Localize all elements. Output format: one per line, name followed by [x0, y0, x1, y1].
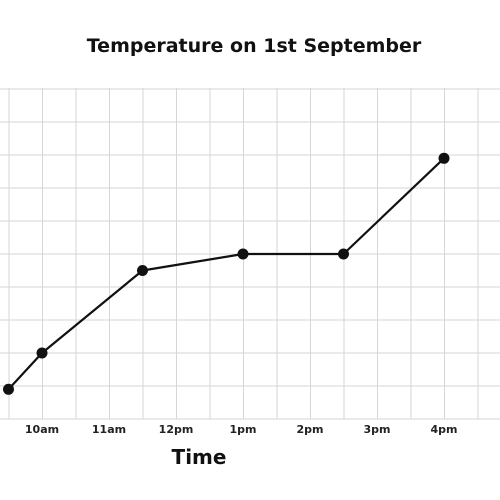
- x-axis-label: Time: [172, 445, 227, 469]
- chart-grid: [0, 88, 500, 420]
- x-tick-label: 3pm: [364, 423, 391, 436]
- x-tick-label: 4pm: [431, 423, 458, 436]
- data-points: [3, 152, 450, 395]
- data-point: [3, 383, 14, 395]
- data-point: [36, 347, 48, 359]
- data-point: [438, 152, 450, 164]
- data-point: [338, 248, 349, 260]
- x-tick-labels: 10am 11am 12pm 1pm 2pm 3pm 4pm: [25, 423, 458, 436]
- series-line-group: [7, 157, 445, 391]
- x-tick-label: 2pm: [297, 423, 324, 436]
- x-tick-label: 10am: [25, 423, 59, 436]
- x-tick-label: 11am: [92, 423, 126, 436]
- x-tick-label: 1pm: [230, 423, 257, 436]
- data-point: [237, 248, 249, 260]
- chart-title: Temperature on 1st September: [87, 35, 422, 57]
- x-tick-label: 12pm: [159, 423, 194, 436]
- series-line: [7, 157, 445, 391]
- data-point: [137, 265, 148, 276]
